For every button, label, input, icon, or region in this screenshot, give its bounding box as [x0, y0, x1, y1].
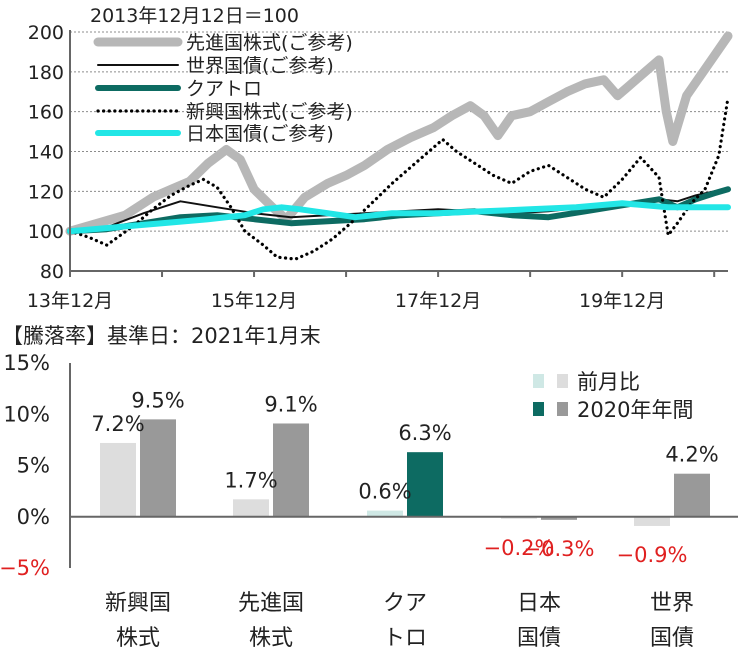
bar-chart-title: 【騰落率】基準日：2021年1月末: [2, 324, 321, 348]
y-tick-label: 160: [28, 102, 64, 124]
bar-monthly-4: [501, 516, 537, 519]
series-line-2: [69, 188, 729, 233]
legend-label: 前月比: [577, 370, 640, 394]
line-chart-title: 2013年12月12日＝100: [90, 5, 299, 27]
y-tick-label: 80: [40, 261, 64, 283]
y-tick-label: 200: [28, 22, 64, 44]
bar-monthly-3: [367, 510, 403, 517]
legend-swatch: [557, 402, 568, 416]
data-label: 4.2%: [665, 443, 718, 467]
y-tick-label: 10%: [3, 402, 50, 426]
bar-chart-axes: [69, 363, 738, 568]
category-label-line1: 世界: [650, 591, 694, 616]
data-label: −0.9%: [617, 543, 688, 567]
category-label-line1: 新興国: [105, 591, 171, 616]
y-tick-label: −5%: [0, 556, 50, 580]
bar-annual-2: [273, 423, 309, 517]
bar-monthly-1: [100, 442, 136, 517]
data-label: 0.6%: [358, 480, 411, 504]
category-label-line1: 日本: [517, 591, 561, 616]
legend-label: クアトロ: [186, 78, 262, 100]
bar-monthly-2: [233, 499, 269, 517]
category-label-line2: トロ: [383, 626, 427, 650]
data-label: 6.3%: [398, 421, 451, 445]
series-line-1: [65, 31, 733, 236]
data-label: 9.1%: [264, 392, 317, 416]
line-chart-y-tick-labels: 80 100 120 140 160 180 200: [28, 22, 64, 283]
bar-chart-category-labels: 新興国株式 先進国株式 クアトロ 日本国債 世界国債: [105, 591, 694, 650]
y-tick-label: 15%: [3, 351, 50, 375]
x-tick-label: 17年12月: [395, 290, 481, 312]
y-tick-label: 120: [28, 181, 64, 203]
legend-swatch-highlight: [533, 374, 544, 388]
category-label-line2: 国債: [650, 626, 694, 650]
bar-annual-3: [407, 452, 443, 517]
legend-swatch-highlight: [533, 402, 544, 416]
y-tick-label: 5%: [17, 454, 50, 478]
bar-chart-bars: [100, 419, 710, 526]
legend-swatch: [557, 374, 568, 388]
bar-chart: 【騰落率】基準日：2021年1月末 −5% 0% 5% 10% 15% 7.2% 1.7%…: [0, 324, 738, 650]
data-label: −0.2%: [484, 536, 555, 560]
data-label: 9.5%: [131, 388, 184, 412]
category-label-line1: 先進国: [238, 591, 304, 616]
category-label-line1: クア: [383, 591, 427, 616]
legend-label: 2020年年間: [577, 398, 693, 422]
data-label: 1.7%: [224, 468, 277, 492]
bar-chart-data-labels: 7.2% 1.7% 0.6% −0.2% −0.9% 9.5% 9.1% 6.3% −0.3% 4…: [91, 388, 718, 567]
x-tick-label: 13年12月: [27, 290, 113, 312]
line-chart-legend: 先進国株式(ご参考)世界国債(ご参考)クアトロ新興国株式(ご参考)日本国債(ご参…: [93, 32, 353, 145]
data-label: 7.2%: [91, 412, 144, 436]
legend-label: 世界国債(ご参考): [186, 55, 334, 77]
line-chart-x-tick-labels: 13年12月 15年12月 17年12月 19年12月: [27, 290, 666, 312]
bar-annual-5: [674, 473, 710, 517]
series-line-5: [67, 200, 731, 235]
series-line-4: [68, 96, 730, 261]
bar-annual-1: [140, 419, 176, 517]
line-chart-series: [65, 31, 733, 261]
category-label-line2: 株式: [249, 626, 293, 650]
category-label-line2: 国債: [517, 626, 561, 650]
y-tick-label: 100: [28, 221, 64, 243]
bar-chart-y-tick-labels: −5% 0% 5% 10% 15%: [0, 351, 50, 580]
line-chart: 2013年12月12日＝100 80 100 120 140 160 180 200 13年…: [27, 5, 733, 312]
bar-chart-legend: 前月比 2020年年間: [533, 370, 693, 422]
x-tick-label: 19年12月: [579, 290, 665, 312]
y-tick-label: 140: [28, 142, 64, 164]
category-label-line2: 株式: [116, 626, 160, 650]
data-label: −0.3%: [524, 537, 595, 561]
y-tick-label: 0%: [17, 505, 50, 529]
bar-monthly-5: [634, 516, 670, 526]
legend-label: 新興国株式(ご参考): [186, 101, 353, 123]
legend-label: 先進国株式(ご参考): [186, 32, 353, 54]
line-chart-axes: [69, 30, 728, 277]
legend-label: 日本国債(ご参考): [186, 123, 334, 145]
bar-annual-4: [541, 516, 577, 520]
y-tick-label: 180: [28, 62, 64, 84]
x-tick-label: 15年12月: [211, 290, 297, 312]
